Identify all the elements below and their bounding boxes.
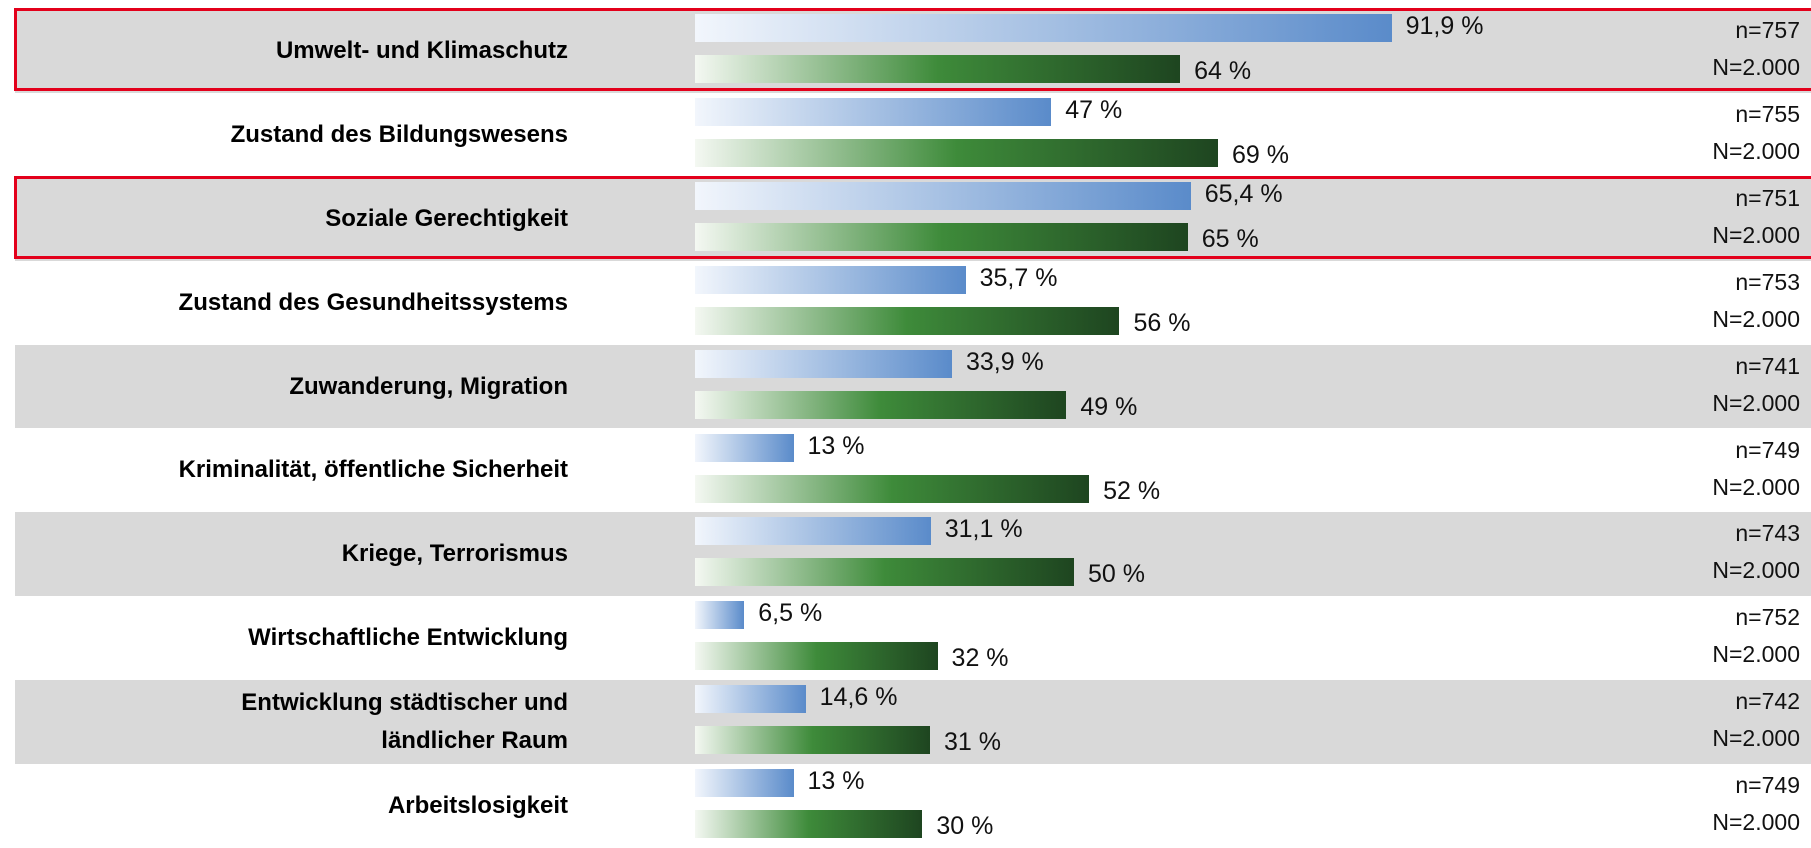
value-label: 56 % (1133, 308, 1191, 337)
bar (695, 474, 1090, 503)
value-label: 13 % (807, 431, 865, 460)
sample-size-n: n=742 (1735, 688, 1800, 715)
value-label: 32 % (951, 644, 1009, 673)
value-label: 91,9 % (1405, 12, 1484, 40)
value-label: 35,7 % (979, 263, 1058, 292)
bar (695, 601, 745, 630)
value-label: 30 % (936, 812, 994, 841)
sample-size-total: N=2.000 (1712, 137, 1800, 164)
category-label: Zustand des Gesundheitssystems (178, 288, 568, 316)
sample-size-total: N=2.000 (1712, 809, 1800, 836)
value-label: 49 % (1080, 392, 1138, 421)
bar (695, 769, 794, 798)
value-label: 47 % (1065, 95, 1123, 124)
value-label: 13 % (807, 767, 865, 796)
bar (695, 349, 952, 378)
bar (695, 810, 923, 839)
value-label: 65,4 % (1204, 179, 1283, 208)
bar (695, 642, 938, 671)
sample-size-total: N=2.000 (1712, 557, 1800, 584)
bar (695, 265, 966, 294)
bar (695, 390, 1067, 419)
category-label: Arbeitslosigkeit (387, 792, 568, 820)
bar (695, 685, 806, 714)
value-label: 50 % (1088, 560, 1145, 589)
sample-size-n: n=752 (1735, 604, 1800, 631)
sample-size-total: N=2.000 (1712, 725, 1800, 752)
bar (695, 181, 1191, 210)
sample-size-total: N=2.000 (1712, 641, 1800, 668)
category-label: Wirtschaftliche Entwicklung (248, 624, 568, 652)
sample-size-n: n=757 (1735, 17, 1800, 43)
sample-size-total: N=2.000 (1712, 221, 1800, 248)
sample-size-n: n=753 (1735, 268, 1800, 295)
sample-size-n: n=755 (1735, 100, 1800, 127)
sample-size-n: n=743 (1735, 520, 1800, 547)
sample-size-n: n=749 (1735, 772, 1800, 799)
value-label: 52 % (1103, 476, 1161, 505)
value-label: 33,9 % (965, 347, 1044, 376)
sample-size-total: N=2.000 (1712, 305, 1800, 332)
sample-size-total: N=2.000 (1712, 473, 1800, 500)
value-label: 14,6 % (819, 683, 898, 712)
value-label: 69 % (1232, 140, 1289, 169)
bar (695, 222, 1188, 251)
bar (695, 97, 1052, 126)
bar (695, 55, 1181, 83)
sample-size-n: n=749 (1735, 436, 1800, 463)
bar (695, 306, 1120, 335)
bar (695, 726, 930, 755)
value-label: 31,1 % (944, 515, 1023, 544)
sample-size-n: n=751 (1735, 184, 1800, 211)
bar (695, 138, 1219, 167)
bar (695, 558, 1074, 587)
highlight-box (14, 175, 1811, 259)
bar (695, 14, 1392, 42)
category-label: Zuwanderung, Migration (289, 372, 568, 400)
highlight-box (14, 8, 1811, 91)
category-label: Zustand des Bildungswesens (230, 120, 568, 148)
sample-size-n: n=741 (1735, 352, 1800, 379)
sample-size-total: N=2.000 (1712, 389, 1800, 416)
value-label: 64 % (1194, 57, 1252, 85)
bar (695, 433, 794, 462)
category-label: Entwicklung städtischer und ländlicher R… (241, 689, 568, 755)
value-label: 65 % (1201, 224, 1259, 253)
bar (695, 517, 931, 546)
value-label: 6,5 % (758, 599, 823, 628)
value-label: 31 % (943, 728, 1001, 757)
category-label: Kriminalität, öffentliche Sicherheit (178, 456, 568, 484)
sample-size-total: N=2.000 (1712, 54, 1800, 80)
category-label: Soziale Gerechtigkeit (325, 204, 568, 232)
category-label: Umwelt- und Klimaschutz (275, 36, 568, 64)
category-label: Kriege, Terrorismus (341, 540, 568, 568)
